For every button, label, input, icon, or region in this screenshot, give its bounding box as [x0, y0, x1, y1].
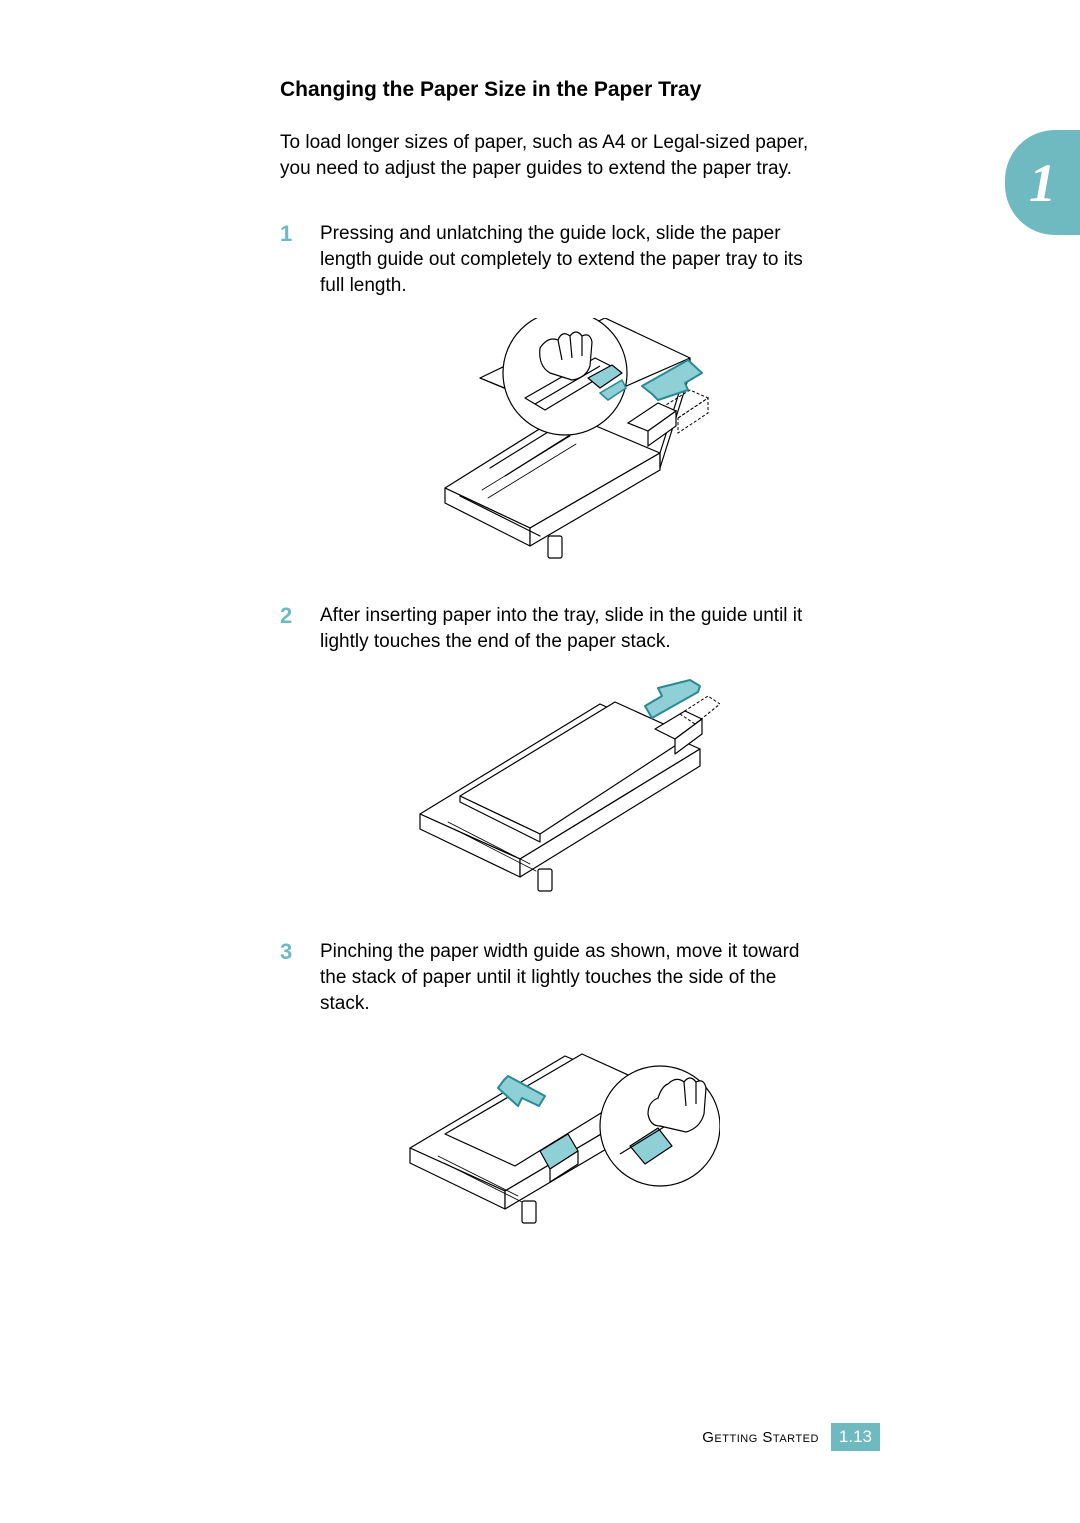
- step-item: 1 Pressing and unlatching the guide lock…: [280, 221, 830, 298]
- step-text: Pressing and unlatching the guide lock, …: [320, 221, 830, 298]
- step-text: Pinching the paper width guide as shown,…: [320, 939, 830, 1016]
- step-number: 2: [280, 603, 320, 654]
- section-heading: Changing the Paper Size in the Paper Tra…: [280, 78, 830, 102]
- illustration-3: [280, 1036, 830, 1236]
- footer-page-number: 1.13: [831, 1423, 880, 1451]
- step-item: 3 Pinching the paper width guide as show…: [280, 939, 830, 1016]
- page-content: Changing the Paper Size in the Paper Tra…: [280, 78, 830, 1276]
- step-number: 3: [280, 939, 320, 1016]
- chapter-number: 1: [1029, 152, 1056, 214]
- step-item: 2 After inserting paper into the tray, s…: [280, 603, 830, 654]
- page-footer: Getting Started 1.13: [702, 1423, 880, 1451]
- footer-section-label: Getting Started: [702, 1429, 819, 1446]
- intro-paragraph: To load longer sizes of paper, such as A…: [280, 130, 830, 181]
- chapter-tab: 1: [1005, 130, 1080, 235]
- illustration-1: [280, 318, 830, 563]
- arrow-icon: [645, 680, 700, 718]
- illustration-2: [280, 674, 830, 899]
- step-number: 1: [280, 221, 320, 298]
- step-text: After inserting paper into the tray, sli…: [320, 603, 830, 654]
